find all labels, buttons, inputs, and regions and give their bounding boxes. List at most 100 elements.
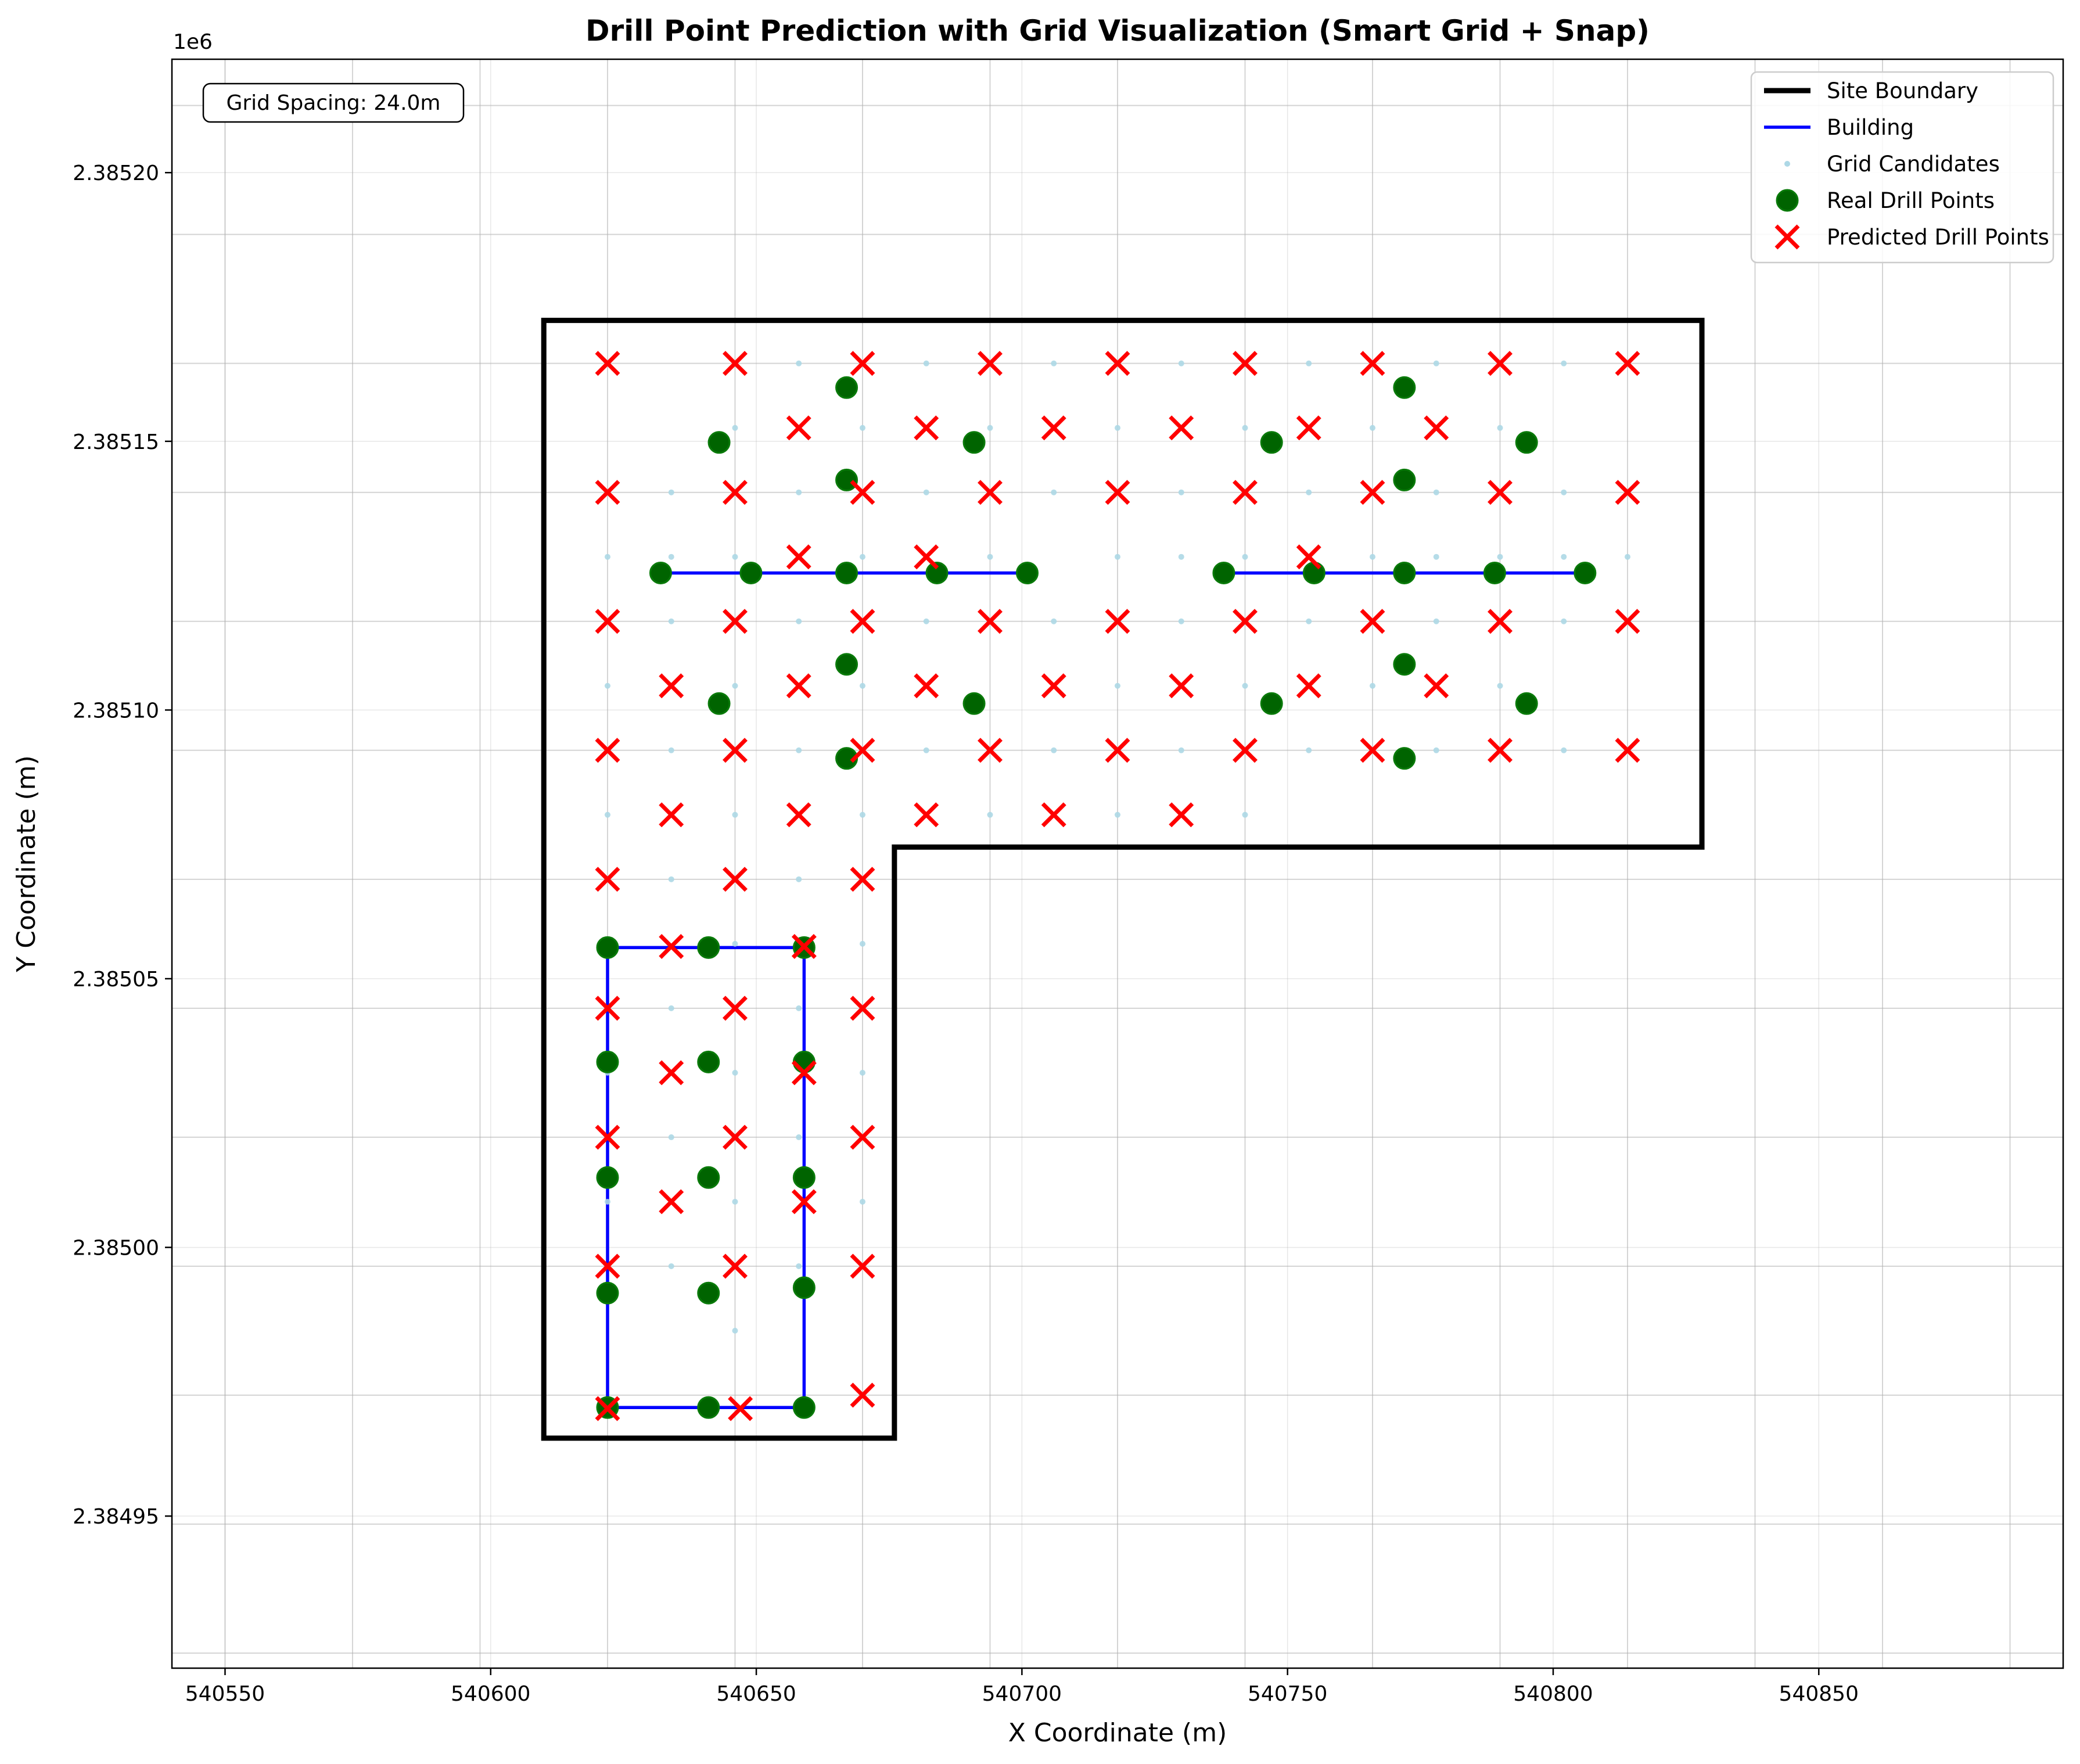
predicted-drill-point: [595, 738, 620, 763]
real-drill-point: [1393, 747, 1416, 770]
predicted-drill-point: [595, 1396, 620, 1421]
grid-candidate-point: [923, 360, 929, 367]
real-drill-point: [792, 1276, 816, 1299]
grid-candidate-point: [732, 811, 738, 818]
predicted-drill-point: [786, 544, 811, 570]
grid-candidate-point: [1561, 489, 1567, 495]
predicted-drill-point: [1105, 480, 1130, 505]
predicted-drill-point: [791, 1060, 817, 1086]
grid-candidate-point: [923, 489, 929, 495]
predicted-drill-point: [1041, 673, 1066, 699]
grid-candidate-point: [923, 618, 929, 624]
predicted-drill-point: [850, 996, 875, 1021]
x-tick-label: 540850: [1779, 1682, 1859, 1706]
legend-label: Grid Candidates: [1827, 152, 2000, 177]
grid-candidate-point: [668, 1134, 674, 1140]
predicted-drill-point: [1169, 415, 1194, 441]
legend-label: Building: [1827, 115, 1914, 140]
predicted-drill-point: [1296, 673, 1321, 699]
x-axis: 540550 540600 540650 540700 540750 540800 5408…: [185, 1668, 1859, 1706]
grid-candidate-point: [1497, 425, 1503, 431]
predicted-drill-point: [723, 1253, 748, 1279]
grid-candidate-point: [1051, 618, 1057, 624]
axis-grid: [172, 59, 2063, 1668]
predicted-drill-point: [723, 996, 748, 1021]
real-drill-point: [835, 468, 858, 491]
grid-candidate-point: [604, 682, 610, 689]
grid-candidate-point: [859, 554, 865, 560]
real-drill-point: [1393, 468, 1416, 491]
grid-candidate-point: [987, 425, 993, 431]
predicted-drill-point: [1360, 351, 1385, 376]
grid-candidate-point: [732, 940, 738, 947]
predicted-drill-point: [850, 1382, 875, 1408]
grid-candidate-point: [1561, 360, 1567, 367]
grid-candidate-point: [668, 554, 674, 560]
predicted-drill-point: [1615, 480, 1640, 505]
grid-spacing-text: Grid Spacing: 24.0m: [226, 91, 440, 115]
legend-entry: Site Boundary: [1764, 78, 1978, 103]
predicted-drill-point: [978, 351, 1003, 376]
real-drill-point: [596, 936, 619, 959]
grid-candidate-point: [987, 811, 993, 818]
legend-entry: Grid Candidates: [1784, 152, 2000, 177]
grid-candidate-point: [859, 425, 865, 431]
x-tick-label: 540650: [716, 1682, 796, 1706]
legend: Site Boundary Building Grid Candidates Real…: [1750, 71, 2054, 264]
predicted-drill-point: [1169, 673, 1194, 699]
predicted-drill-point: [978, 609, 1003, 634]
predicted-drill-point: [595, 1124, 620, 1150]
predicted-drill-point: [1041, 415, 1066, 441]
grid-candidate-point: [668, 876, 674, 882]
grid-candidate-point: [796, 360, 802, 367]
real-drill-point: [1393, 376, 1416, 399]
grid-candidate-point: [796, 489, 802, 495]
predicted-drill-point: [595, 609, 620, 634]
grid-candidate-point: [1242, 682, 1248, 689]
grid-spacing-annotation: Grid Spacing: 24.0m: [202, 82, 465, 123]
grid-candidate-point: [1115, 811, 1120, 818]
real-drill-point: [697, 1050, 720, 1073]
predicted-drill-point: [786, 802, 811, 828]
grid-candidate-point: [1433, 360, 1439, 367]
grid-candidate-point: [1370, 425, 1376, 431]
legend-predicted-swatch: [1774, 224, 1800, 250]
site-boundary-layer: [541, 318, 1705, 1441]
real-drill-point: [835, 376, 858, 399]
grid-candidate-point: [668, 747, 674, 753]
grid-candidate-point: [796, 747, 802, 753]
predicted-drill-point: [914, 415, 939, 441]
real-drill-point: [835, 653, 858, 676]
predicted-drill-point: [850, 738, 875, 763]
grid-candidate-point: [1306, 489, 1312, 495]
y-tick-label: 2.38505: [73, 968, 159, 991]
site-boundary: [541, 318, 1705, 1441]
grid-candidate-point: [668, 1263, 674, 1269]
real-drill-point: [1302, 561, 1325, 584]
predicted-drill-point: [659, 802, 684, 828]
grid-candidate-point: [1433, 554, 1439, 560]
predicted-drill-point: [1488, 738, 1513, 763]
predicted-drill-point: [595, 351, 620, 376]
predicted-drill-point: [791, 934, 817, 959]
grid-candidate-point: [1561, 554, 1567, 560]
grid-candidate-point: [796, 1263, 802, 1269]
grid-candidate-point: [1178, 360, 1184, 367]
grid-candidate-point: [732, 1198, 738, 1205]
grid-candidate-point: [1051, 747, 1057, 753]
legend-label: Site Boundary: [1827, 78, 1978, 103]
predicted-drill-point: [1360, 609, 1385, 634]
predicted-drill-point: [1233, 480, 1258, 505]
grid-candidate-point: [1433, 747, 1439, 753]
y-tick-label: 2.38495: [73, 1505, 159, 1529]
legend-box: [1750, 71, 2054, 264]
predicted-drill-point: [723, 867, 748, 892]
grid-candidate-point: [604, 811, 610, 818]
predicted-drill-point: [723, 351, 748, 376]
real-drill-point: [1483, 561, 1506, 584]
grid-candidate-point: [987, 554, 993, 560]
predicted-drill-point: [1233, 609, 1258, 634]
real-drill-point: [792, 1166, 816, 1189]
real-drill-point: [697, 1166, 720, 1189]
real-drill-point: [739, 561, 763, 584]
